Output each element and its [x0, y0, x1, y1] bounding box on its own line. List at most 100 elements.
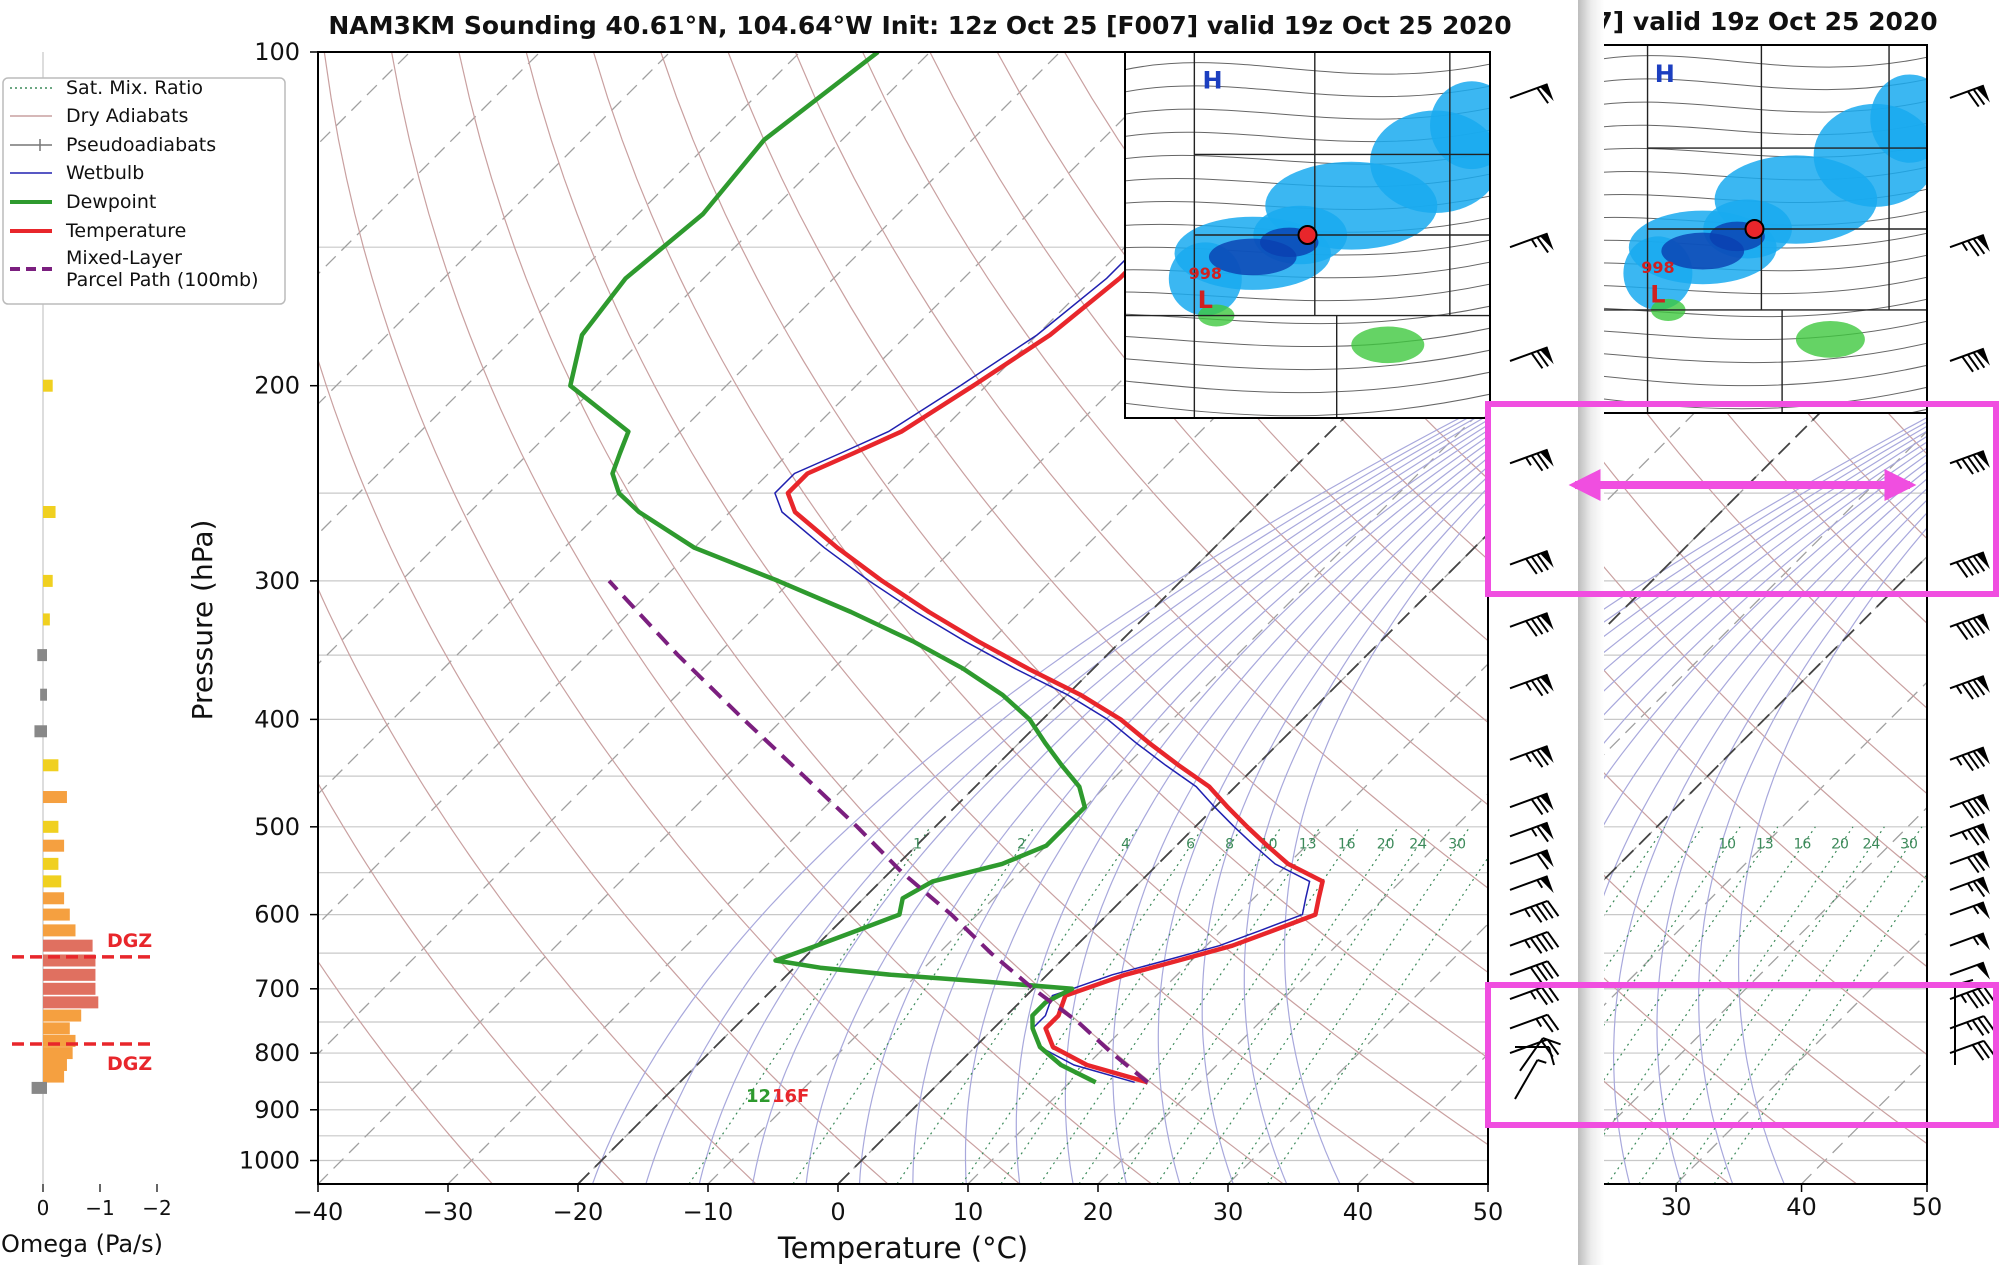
- temp-tick-label: 30: [1213, 1198, 1244, 1226]
- barb-pennant: [1540, 84, 1554, 101]
- omega-bar: [43, 1047, 73, 1059]
- wind-barb: [1510, 793, 1554, 814]
- omega-bar: [43, 575, 53, 587]
- barb-pennant: [1540, 551, 1554, 568]
- mixing-ratio-label: 24: [1862, 837, 1880, 853]
- omega-bar: [43, 506, 56, 518]
- zoom-temp-tick-label: 50: [1912, 1193, 1943, 1221]
- mixing-ratio-label: 13: [1756, 837, 1774, 853]
- wind-barb: [1510, 823, 1554, 842]
- barb-half: [1537, 880, 1542, 888]
- legend-label-line2: Parcel Path (100mb): [66, 269, 259, 291]
- map-low-label: L: [1650, 281, 1665, 309]
- wind-barb: [1520, 1038, 1561, 1071]
- wind-barb: [1510, 347, 1554, 368]
- temp-tick-label: −40: [293, 1198, 344, 1226]
- barb-half: [1531, 991, 1536, 999]
- pressure-tick-label: 200: [254, 372, 300, 400]
- mixing-ratio-label: 24: [1409, 837, 1427, 853]
- temp-tick-label: 40: [1343, 1198, 1374, 1226]
- dgz-label: DGZ: [107, 1053, 152, 1075]
- sounding-location-marker: [1746, 220, 1764, 238]
- barb-pennant: [1540, 347, 1554, 364]
- mixing-ratio-label: 36: [1487, 837, 1505, 853]
- pressure-tick-label: 600: [254, 901, 300, 929]
- barb-shaft: [1510, 1015, 1548, 1029]
- legend-label: Sat. Mix. Ratio: [66, 77, 203, 99]
- omega-tick-label: −1: [85, 1196, 114, 1220]
- barb-half: [1526, 683, 1531, 691]
- wind-barb: [1510, 450, 1554, 471]
- mixing-ratio-label: 6: [1186, 837, 1195, 853]
- omega-bar: [43, 969, 95, 981]
- temp-tick-label: −20: [553, 1198, 604, 1226]
- mixing-ratio-label: 30: [1900, 837, 1918, 853]
- omega-bar: [43, 380, 53, 392]
- barb-pennant: [1540, 850, 1554, 867]
- temp-tick-label: 0: [830, 1198, 845, 1226]
- mixing-ratio-label: 16: [1338, 837, 1356, 853]
- barb-half: [1536, 1019, 1541, 1027]
- x-axis-label: Temperature (°C): [777, 1231, 1028, 1265]
- wind-barb: [1510, 613, 1554, 636]
- temp-tick-label: 50: [1473, 1198, 1504, 1226]
- omega-bar: [43, 983, 95, 995]
- barb-shaft: [1515, 1060, 1538, 1099]
- y-axis-label: Pressure (hPa): [186, 520, 219, 721]
- omega-bar: [43, 875, 61, 887]
- omega-bar: [43, 1022, 70, 1034]
- pressure-tick-label: 700: [254, 975, 300, 1003]
- mixing-ratio-label: 20: [1831, 837, 1849, 853]
- legend-label: Wetbulb: [66, 162, 144, 184]
- map-rain-area: [1796, 321, 1865, 358]
- mixing-ratio-label: 1: [913, 837, 922, 853]
- map-low-label: L: [1198, 286, 1213, 314]
- barb-pennant: [1540, 613, 1554, 630]
- barb-pennant: [1540, 450, 1554, 467]
- zoom-temp-tick-label: 40: [1786, 1193, 1817, 1221]
- omega-bar: [43, 909, 70, 921]
- barb-half: [1526, 458, 1531, 466]
- temp-tick-label: 10: [953, 1198, 984, 1226]
- omega-bar: [43, 1059, 67, 1071]
- barb-half: [1538, 1060, 1547, 1063]
- wind-barb: [1510, 876, 1554, 893]
- barb-pennant: [1540, 675, 1554, 692]
- map-low-value: 998: [1189, 264, 1222, 283]
- pressure-tick-label: 900: [254, 1096, 300, 1124]
- omega-bar: [37, 649, 47, 661]
- mixing-ratio-label: 20: [1377, 837, 1395, 853]
- barb-pennant: [1540, 234, 1554, 251]
- barb-half: [1526, 754, 1531, 762]
- omega-tick-label: 0: [37, 1196, 50, 1220]
- surface-temperature-label: 16F: [772, 1086, 809, 1107]
- omega-bar: [34, 725, 47, 737]
- barb-half: [1525, 940, 1530, 948]
- pressure-tick-label: 800: [254, 1039, 300, 1067]
- mixing-ratio-label: 13: [1299, 837, 1317, 853]
- wind-barb: [1515, 1060, 1546, 1099]
- omega-bar: [43, 1010, 81, 1022]
- omega-bar: [43, 892, 64, 904]
- omega-bar: [43, 613, 50, 625]
- chart-title: NAM3KM Sounding 40.61°N, 104.64°W Init: …: [328, 11, 1511, 40]
- mixing-ratio-label: 16: [1793, 837, 1811, 853]
- mixing-ratio-label: 10: [1718, 837, 1736, 853]
- barb-pennant: [1540, 746, 1554, 763]
- surface-dewpoint-label: 12: [746, 1086, 771, 1107]
- pressure-tick-label: 400: [254, 705, 300, 733]
- omega-bar: [43, 996, 98, 1008]
- omega-bar: [43, 759, 58, 771]
- omega-axis-label: Omega (Pa/s): [1, 1230, 163, 1258]
- legend-label: Pseudoadiabats: [66, 134, 216, 156]
- temp-tick-label: 20: [1083, 1198, 1114, 1226]
- wind-barb: [1510, 1015, 1558, 1032]
- page-fold-shadow: [1578, 0, 1604, 1265]
- wind-barb: [1510, 551, 1554, 574]
- dgz-label: DGZ: [107, 930, 152, 952]
- omega-tick-label: −2: [142, 1196, 171, 1220]
- legend-label: Dry Adiabats: [66, 105, 188, 127]
